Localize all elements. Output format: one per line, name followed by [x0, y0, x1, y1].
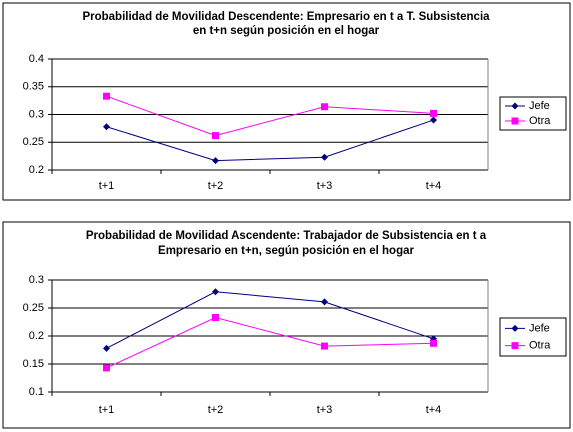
series-line [106, 119, 434, 162]
x-tick-label: t+4 [426, 180, 442, 192]
x-tick-label: t+3 [317, 180, 333, 192]
chart-frame [2, 221, 571, 429]
marker [511, 102, 519, 110]
legend-label: Otra [529, 115, 551, 127]
marker [511, 342, 519, 350]
marker [511, 324, 519, 332]
legend-label: Jefe [529, 100, 550, 112]
chart: Probabilidad de Movilidad Descendente: E… [2, 2, 571, 201]
marker [430, 339, 437, 347]
x-tick-label: t+2 [208, 404, 224, 416]
x-tick-label: t+1 [99, 404, 115, 416]
y-tick-label: 0.25 [23, 136, 44, 148]
x-tick-label: t+2 [208, 180, 224, 192]
y-tick-label: 0.35 [23, 81, 44, 93]
marker [212, 157, 219, 165]
series-line [106, 95, 434, 137]
chart-title: Probabilidad de Movilidad Descendente: E… [82, 11, 490, 23]
x-tick-label: t+4 [426, 404, 442, 416]
marker [212, 288, 219, 296]
y-tick-label: 0.1 [29, 386, 44, 398]
x-tick-label: t+1 [99, 180, 115, 192]
x-tick-label: t+3 [317, 404, 333, 416]
chart-title: Empresario en t+n, según posición en el … [158, 245, 414, 257]
marker [212, 132, 219, 140]
marker [321, 103, 328, 111]
marker [103, 344, 110, 352]
y-tick-label: 0.2 [29, 164, 44, 176]
legend-box [499, 317, 567, 357]
y-tick-label: 0.3 [29, 108, 44, 120]
marker [321, 342, 328, 350]
legend-label: Jefe [529, 322, 550, 334]
marker [321, 153, 328, 161]
marker [511, 117, 519, 125]
marker [321, 298, 328, 306]
series-line [106, 316, 434, 369]
marker [103, 92, 110, 100]
marker [430, 109, 437, 117]
marker [103, 364, 110, 372]
y-tick-label: 0.25 [23, 302, 44, 314]
marker [103, 123, 110, 131]
y-tick-label: 0.2 [29, 330, 44, 342]
y-tick-label: 0.3 [29, 274, 44, 286]
marker [212, 314, 219, 322]
marker [430, 116, 437, 124]
legend-box [499, 96, 567, 131]
series-line [106, 291, 434, 349]
legend-label: Otra [529, 340, 551, 352]
chart-frame [2, 2, 571, 201]
chart: Probabilidad de Movilidad Ascendente: Tr… [2, 221, 571, 429]
chart-title: en t+n según posición en el hogar [193, 25, 380, 37]
y-tick-label: 0.4 [29, 53, 44, 65]
y-tick-label: 0.15 [23, 358, 44, 370]
chart-title: Probabilidad de Movilidad Ascendente: Tr… [86, 230, 487, 242]
